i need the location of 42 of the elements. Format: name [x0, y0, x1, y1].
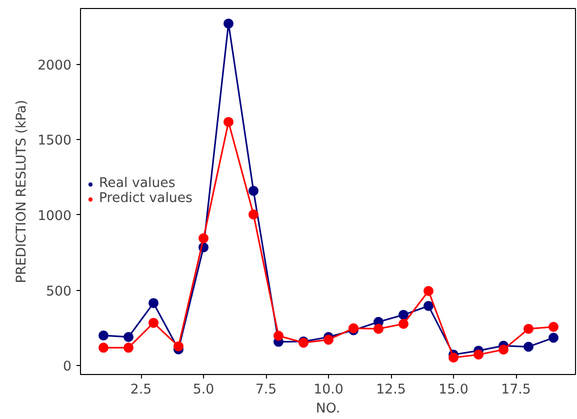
x-tick-label: 17.5: [501, 382, 531, 398]
point: [498, 344, 508, 355]
y-tick-label: 500: [46, 284, 72, 300]
point: [448, 352, 458, 363]
legend-label: Real values: [99, 176, 176, 191]
point: [398, 318, 408, 329]
x-tick-label: 7.5: [255, 382, 277, 398]
x-tick-label: 15.0: [438, 382, 468, 398]
point: [148, 298, 158, 308]
point: [224, 116, 234, 127]
point: [424, 300, 434, 311]
x-tick-label: 12.5: [376, 382, 406, 398]
point: [124, 342, 134, 353]
point: [374, 324, 384, 334]
point: [324, 334, 334, 345]
point: [548, 322, 558, 332]
point: [398, 310, 408, 320]
y-tick-label: 1500: [38, 134, 72, 149]
point: [524, 342, 534, 352]
point: [474, 350, 484, 360]
point: [548, 332, 558, 343]
point: [98, 342, 108, 353]
point: [124, 332, 134, 342]
point: [274, 330, 284, 341]
point: [148, 318, 158, 328]
point: [424, 286, 434, 296]
point: [524, 324, 534, 334]
y-tick-label: 2000: [38, 58, 72, 74]
point: [224, 18, 234, 29]
point: [98, 330, 108, 340]
x-tick-label: 10.0: [314, 382, 344, 398]
y-axis-title: PREDICTION RESLUTS (kPa): [14, 100, 30, 284]
point: [248, 209, 258, 220]
y-tick-label: 0: [63, 360, 72, 375]
legend-label: Predict values: [99, 191, 192, 206]
x-tick-label: 2.5: [130, 382, 152, 398]
x-tick-label: 5.0: [192, 382, 214, 398]
x-axis-title: NO.: [316, 402, 340, 416]
y-tick-label: 1000: [38, 208, 72, 224]
point: [198, 233, 208, 244]
point: [174, 341, 184, 352]
point: [248, 186, 258, 196]
